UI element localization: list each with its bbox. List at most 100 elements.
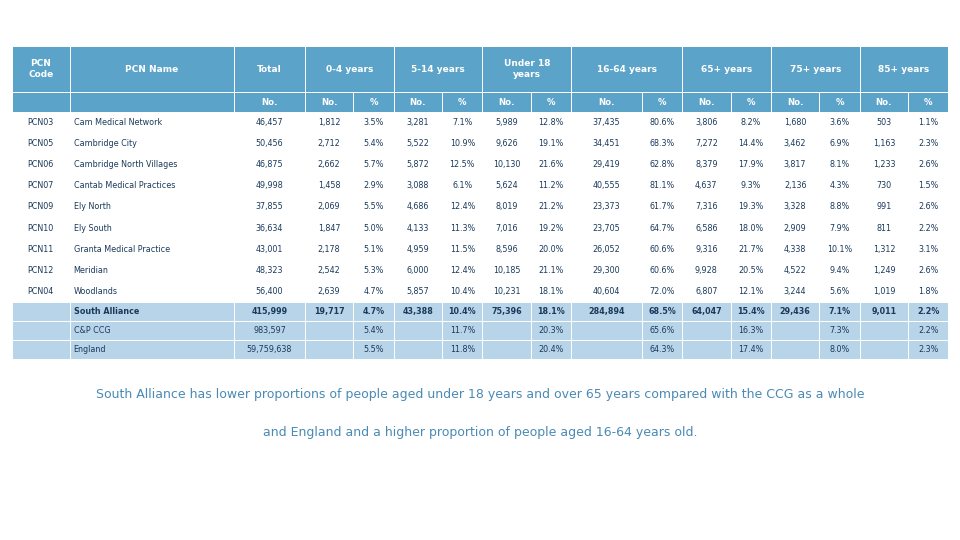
Text: 11.3%: 11.3% [449,224,475,233]
FancyBboxPatch shape [820,112,859,133]
Text: 4,133: 4,133 [407,224,429,233]
FancyBboxPatch shape [443,260,483,281]
FancyBboxPatch shape [771,281,820,302]
Text: %: % [547,98,556,106]
FancyBboxPatch shape [682,197,731,218]
Text: 5,857: 5,857 [407,287,429,296]
FancyBboxPatch shape [304,154,353,176]
Text: 4,686: 4,686 [407,202,429,212]
Text: 3,817: 3,817 [784,160,806,169]
Text: Granta Medical Practice: Granta Medical Practice [74,245,170,254]
Text: PCN
Code: PCN Code [28,59,54,79]
FancyBboxPatch shape [304,239,353,260]
Text: 26,052: 26,052 [592,245,620,254]
Text: Total: Total [257,64,282,73]
Text: Woodlands: Woodlands [74,287,118,296]
FancyBboxPatch shape [642,197,682,218]
FancyBboxPatch shape [304,176,353,197]
FancyBboxPatch shape [304,281,353,302]
FancyBboxPatch shape [394,112,443,133]
FancyBboxPatch shape [531,281,571,302]
Text: 18.0%: 18.0% [738,224,763,233]
Text: 81.1%: 81.1% [649,181,675,191]
Text: 9,011: 9,011 [872,307,897,316]
FancyBboxPatch shape [731,239,771,260]
Text: 5,624: 5,624 [495,181,518,191]
Text: 2.2%: 2.2% [918,326,939,335]
Text: 11.7%: 11.7% [449,326,475,335]
Text: 4.7%: 4.7% [363,287,384,296]
Text: 2.2%: 2.2% [917,307,940,316]
Text: 2,909: 2,909 [783,224,806,233]
Text: 21.1%: 21.1% [539,266,564,275]
Text: 43,001: 43,001 [255,245,283,254]
FancyBboxPatch shape [571,112,642,133]
Text: 20.4%: 20.4% [539,345,564,354]
Text: 12.1%: 12.1% [738,287,763,296]
FancyBboxPatch shape [731,154,771,176]
FancyBboxPatch shape [234,218,304,239]
Text: 2.9%: 2.9% [363,181,384,191]
FancyBboxPatch shape [234,239,304,260]
FancyBboxPatch shape [859,176,908,197]
FancyBboxPatch shape [682,92,731,112]
FancyBboxPatch shape [531,92,571,112]
FancyBboxPatch shape [443,239,483,260]
FancyBboxPatch shape [571,218,642,239]
Text: 37,855: 37,855 [255,202,283,212]
FancyBboxPatch shape [682,176,731,197]
FancyBboxPatch shape [771,321,820,340]
Text: 6,000: 6,000 [407,266,429,275]
FancyBboxPatch shape [908,154,948,176]
FancyBboxPatch shape [731,302,771,321]
FancyBboxPatch shape [353,239,394,260]
FancyBboxPatch shape [353,340,394,359]
Text: 1,163: 1,163 [873,139,895,148]
FancyBboxPatch shape [571,133,642,154]
Text: 2,712: 2,712 [318,139,341,148]
FancyBboxPatch shape [820,340,859,359]
Text: 56,400: 56,400 [255,287,283,296]
FancyBboxPatch shape [234,260,304,281]
FancyBboxPatch shape [642,133,682,154]
Text: %: % [835,98,844,106]
FancyBboxPatch shape [571,46,682,92]
Text: 1,680: 1,680 [784,118,806,127]
Text: 3,462: 3,462 [784,139,806,148]
FancyBboxPatch shape [483,281,531,302]
Text: 21.2%: 21.2% [539,202,564,212]
Text: 8.1%: 8.1% [829,160,850,169]
Text: 15.4%: 15.4% [737,307,764,316]
Text: 9,316: 9,316 [695,245,717,254]
FancyBboxPatch shape [908,133,948,154]
Text: No.: No. [876,98,892,106]
FancyBboxPatch shape [820,239,859,260]
FancyBboxPatch shape [12,218,70,239]
FancyBboxPatch shape [859,239,908,260]
Text: 18.1%: 18.1% [539,287,564,296]
Text: 11.8%: 11.8% [449,345,475,354]
Text: 20.3%: 20.3% [539,326,564,335]
Text: 49,998: 49,998 [255,181,283,191]
FancyBboxPatch shape [70,218,234,239]
Text: 36,634: 36,634 [255,224,283,233]
FancyBboxPatch shape [394,92,443,112]
FancyBboxPatch shape [731,133,771,154]
FancyBboxPatch shape [642,281,682,302]
FancyBboxPatch shape [234,197,304,218]
Text: 5.6%: 5.6% [829,287,850,296]
FancyBboxPatch shape [820,176,859,197]
FancyBboxPatch shape [70,92,234,112]
Text: 48,323: 48,323 [255,266,283,275]
FancyBboxPatch shape [859,133,908,154]
FancyBboxPatch shape [859,281,908,302]
Text: 5,872: 5,872 [407,160,429,169]
Text: GP registered population: GP registered population [352,14,608,32]
Text: 20.0%: 20.0% [539,245,564,254]
FancyBboxPatch shape [859,154,908,176]
Text: 46,457: 46,457 [255,118,283,127]
Text: 59,759,638: 59,759,638 [247,345,292,354]
Text: 5.5%: 5.5% [363,345,384,354]
FancyBboxPatch shape [771,239,820,260]
Text: 1,233: 1,233 [873,160,896,169]
